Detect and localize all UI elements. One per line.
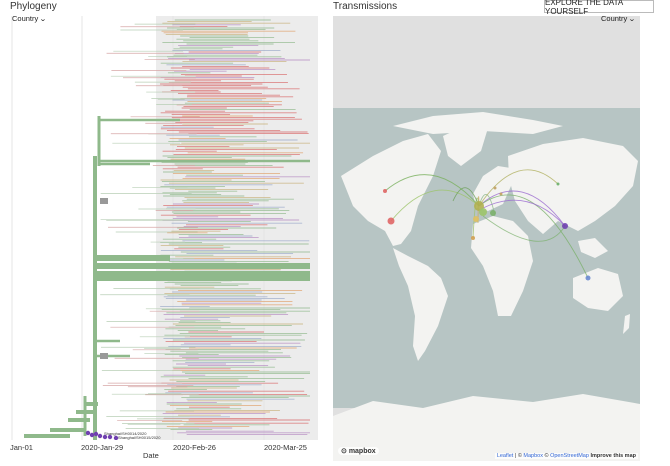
axis-tick-mar25: 2020-Mar-25 [264, 443, 307, 452]
north-america [341, 134, 441, 246]
mapbox-link[interactable]: Mapbox [523, 453, 543, 459]
transmission-arc [478, 169, 559, 207]
axis-tick-jan29: 2020-Jan-29 [81, 443, 124, 452]
transmission-arc [390, 189, 480, 222]
tip-marker [102, 434, 108, 440]
transmission-arc [384, 174, 480, 207]
leaflet-link[interactable]: Leaflet [496, 453, 514, 459]
greenland [443, 122, 488, 166]
south-america [393, 248, 448, 361]
location-marker [471, 236, 475, 240]
map-canvas[interactable] [333, 16, 640, 461]
location-marker [562, 223, 568, 229]
axis-tick-feb26: 2020-Feb-26 [173, 443, 216, 452]
arctic [393, 112, 563, 134]
chevron-down-icon: ⌄ [628, 15, 637, 23]
location-marker [383, 189, 387, 193]
phylogeny-title: Phylogeny [10, 1, 57, 12]
tip-marker [85, 430, 91, 436]
tip-label: Shanghai/SH0015/2020 [118, 435, 161, 440]
tree-color-by-value: Country [12, 14, 39, 23]
improve-map-link[interactable]: Improve this map [590, 453, 636, 459]
australia [573, 268, 623, 311]
attribution-sep-2: © [542, 453, 551, 459]
tip-marker [97, 433, 103, 439]
location-marker [499, 192, 503, 196]
transmission-map[interactable] [333, 16, 640, 461]
tip-marker [113, 435, 119, 440]
transmission-arc [452, 187, 480, 207]
location-marker [556, 182, 560, 186]
africa [471, 216, 533, 316]
tree-branches [100, 19, 310, 435]
landmasses [333, 112, 640, 461]
mapbox-logo[interactable]: ⊙ mapbox [338, 447, 379, 455]
axis-tick-jan01: Jan-01 [10, 443, 33, 452]
location-marker [490, 210, 496, 216]
southeast-asia [578, 238, 608, 258]
phylogeny-tree[interactable]: Shanghai/SH0014/2020 Shanghai/SH0015/2020 [10, 16, 318, 440]
chevron-down-icon: ⌄ [39, 15, 48, 23]
tip-marker [93, 431, 99, 437]
osm-link[interactable]: OpenStreetMap [550, 453, 589, 459]
location-marker [585, 275, 591, 281]
new-zealand [623, 314, 630, 334]
asia [508, 138, 638, 234]
transmission-arc [482, 199, 566, 227]
transmission-arc [478, 190, 566, 227]
location-marker [479, 208, 487, 216]
tree-color-by-dropdown[interactable]: Country ⌄ [12, 14, 48, 23]
axis-title-date: Date [143, 451, 159, 460]
map-attribution: Leaflet | © Mapbox © OpenStreetMap Impro… [494, 453, 638, 459]
antarctica [333, 394, 640, 461]
tip-marker [107, 434, 113, 440]
attribution-sep-1: | © [513, 453, 524, 459]
transmission-arc [482, 215, 566, 242]
map-color-by-value: Country [601, 14, 628, 23]
europe [473, 166, 511, 211]
location-markers [383, 182, 591, 281]
location-marker [473, 216, 479, 222]
explore-data-button[interactable]: EXPLORE THE DATA YOURSELF [544, 0, 654, 16]
tip-label: Shanghai/SH0014/2020 [104, 431, 147, 436]
location-marker [387, 217, 395, 225]
map-color-by-dropdown[interactable]: Country ⌄ [601, 14, 637, 23]
transmissions-title: Transmissions [333, 1, 398, 12]
mapbox-logo-text: mapbox [348, 448, 376, 455]
location-marker [493, 186, 497, 190]
tip-marker [89, 432, 95, 438]
